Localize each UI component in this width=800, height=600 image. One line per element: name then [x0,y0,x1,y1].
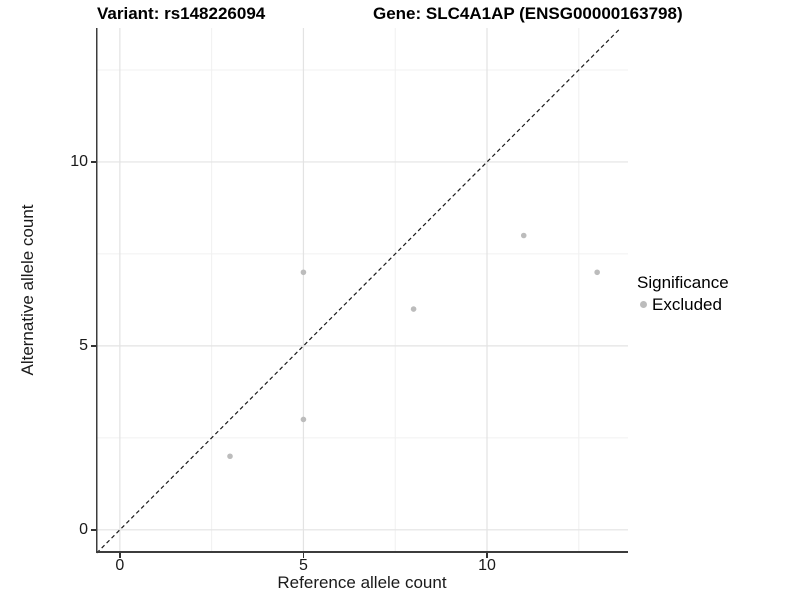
x-tick-mark [302,553,305,558]
x-tick-label: 10 [478,557,496,574]
legend-title: Significance [637,273,729,292]
identity-line [96,27,622,554]
y-tick-label: 0 [79,520,88,538]
data-point [520,232,527,239]
x-axis-title: Reference allele count [277,573,447,592]
plot-panel [96,27,628,554]
plot-title-variant: Variant: rs148226094 [97,4,266,23]
y-tick-mark [91,345,96,347]
chart-canvas [96,27,628,554]
data-point [410,306,417,312]
y-axis-title: Alternative allele count [18,204,37,376]
data-point [300,269,307,276]
data-point [300,416,307,423]
y-tick-mark [91,529,96,531]
legend-point-icon [640,301,647,308]
legend: Significance Excluded [637,273,729,314]
y-tick-mark [91,161,96,163]
x-tick-label: 0 [115,557,125,574]
plot-title-gene: Gene: SLC4A1AP (ENSG00000163798) [373,4,683,23]
y-tick-label: 10 [70,152,88,170]
legend-item-label: Excluded [652,294,722,314]
x-tick-label: 5 [298,557,308,574]
legend-items: Excluded [637,295,729,314]
x-tick-mark [486,553,488,558]
legend-item: Excluded [637,295,729,314]
y-tick-label: 5 [79,336,88,354]
x-tick-mark [119,553,121,558]
data-point [594,269,600,276]
data-point [227,453,233,460]
